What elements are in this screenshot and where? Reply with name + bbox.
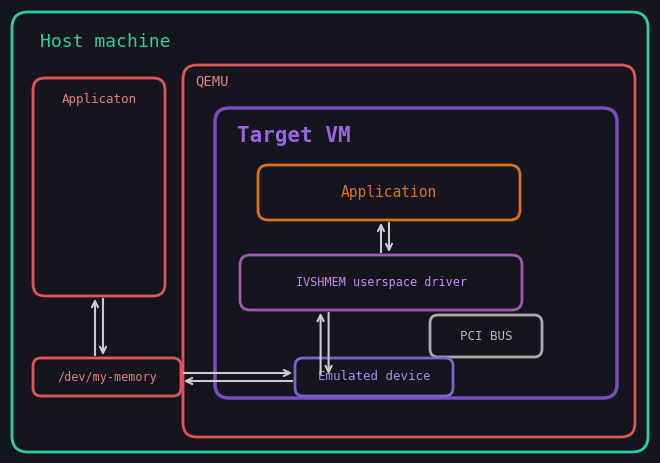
Text: Emulated device: Emulated device xyxy=(317,370,430,383)
Text: PCI BUS: PCI BUS xyxy=(460,330,512,343)
Text: Application: Application xyxy=(341,185,437,200)
Text: QEMU: QEMU xyxy=(195,74,228,88)
Text: Target VM: Target VM xyxy=(237,126,350,146)
Text: Applicaton: Applicaton xyxy=(61,94,137,106)
Text: /dev/my-memory: /dev/my-memory xyxy=(57,370,157,383)
Text: Host machine: Host machine xyxy=(40,33,170,51)
Text: IVSHMEM userspace driver: IVSHMEM userspace driver xyxy=(296,276,467,289)
